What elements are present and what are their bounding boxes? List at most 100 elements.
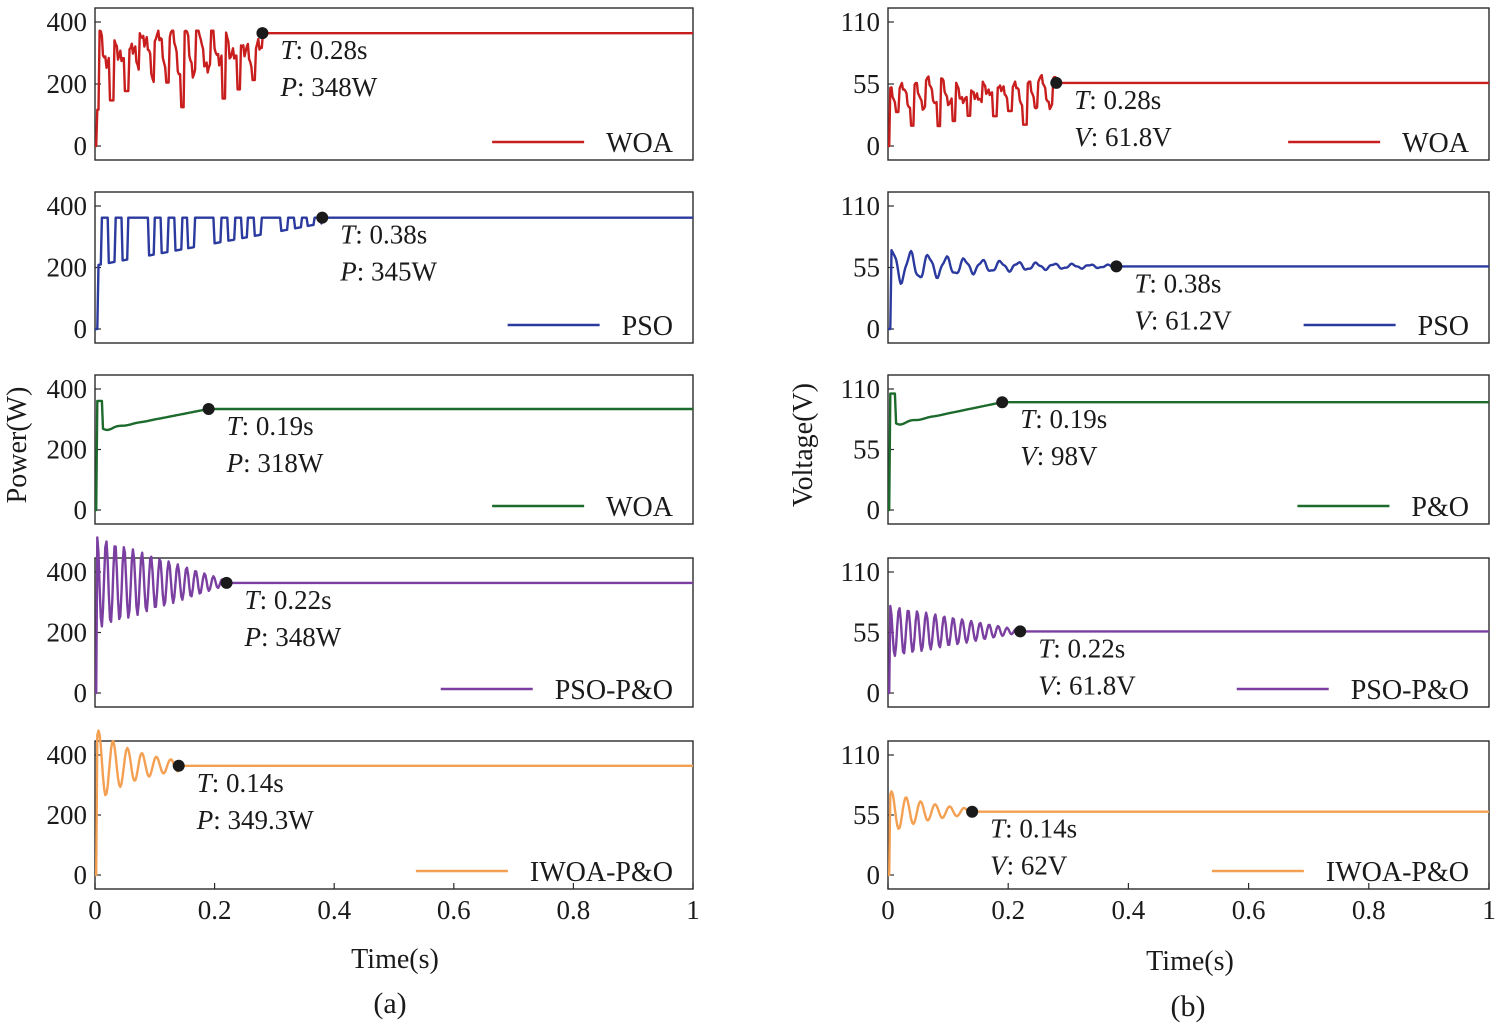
annotation-value: V: 98V xyxy=(1020,441,1098,471)
y-tick-label: 0 xyxy=(74,860,88,890)
y-tick-label: 110 xyxy=(841,374,881,404)
y-tick-label: 55 xyxy=(853,435,880,465)
y-tick-label: 0 xyxy=(867,678,881,708)
power-axis-label: Power(W) xyxy=(2,387,33,504)
caption-a: (a) xyxy=(373,987,406,1020)
legend-label: IWOA-P&O xyxy=(530,857,673,888)
y-tick-label: 55 xyxy=(853,800,880,830)
legend-label: WOA xyxy=(606,128,674,159)
annotation-time: T: 0.22s xyxy=(1038,633,1125,663)
y-tick-label: 0 xyxy=(74,678,88,708)
y-tick-label: 55 xyxy=(853,69,880,99)
y-tick-label: 110 xyxy=(841,191,881,221)
y-tick-label: 400 xyxy=(47,191,88,221)
convergence-point xyxy=(220,576,233,589)
x-tick-label: 0.6 xyxy=(437,895,471,925)
annotation-value: P: 345W xyxy=(339,257,437,287)
annotation-time: T: 0.14s xyxy=(197,768,284,798)
axes-frame-b-row-2 xyxy=(887,374,1490,525)
y-tick-label: 200 xyxy=(47,800,88,830)
y-tick-label: 200 xyxy=(47,253,88,283)
convergence-point xyxy=(966,805,979,818)
caption-b: (b) xyxy=(1171,990,1206,1023)
series-line-pso-p-o xyxy=(888,604,1489,695)
series-line-p-o xyxy=(888,392,1489,512)
y-tick-label: 200 xyxy=(47,435,88,465)
subplot-a-row-1: 0 200 400 T: 0.38s P: 345W PSO xyxy=(47,191,694,344)
annotation-value: P: 318W xyxy=(226,448,324,478)
x-tick-label: 0.4 xyxy=(317,895,351,925)
y-tick-label: 110 xyxy=(841,7,881,37)
legend-label: IWOA-P&O xyxy=(1326,857,1469,888)
annotation-value: V: 61.8V xyxy=(1038,670,1136,700)
legend-label: PSO-P&O xyxy=(1351,675,1469,706)
y-tick-label: 400 xyxy=(47,740,88,770)
y-tick-label: 110 xyxy=(841,557,881,587)
y-tick-label: 0 xyxy=(74,314,88,344)
series-line-pso xyxy=(888,249,1489,331)
legend-label: WOA xyxy=(1402,128,1470,159)
convergence-point xyxy=(316,211,329,224)
convergence-point xyxy=(1014,625,1027,638)
y-tick-label: 400 xyxy=(47,557,88,587)
legend-label: WOA xyxy=(606,492,674,523)
time-axis-label-left: Time(s) xyxy=(351,944,439,975)
y-tick-label: 0 xyxy=(867,860,881,890)
annotation-value: V: 61.2V xyxy=(1134,305,1232,335)
subplot-b-row-3: 0 55 110 T: 0.22s V: 61.8V PSO-P&O xyxy=(841,557,1490,708)
subplot-a-row-3: 0 200 400 T: 0.22s P: 348W PSO-P&O xyxy=(47,536,694,708)
x-tick-label: 0.4 xyxy=(1112,895,1146,925)
series-line-woa xyxy=(95,29,694,148)
x-tick-label: 0.8 xyxy=(557,895,591,925)
y-tick-label: 0 xyxy=(74,495,88,525)
x-tick-label: 1 xyxy=(686,895,700,925)
annotation-value: P: 349.3W xyxy=(196,805,315,835)
legend-label: PSO xyxy=(1418,311,1469,342)
convergence-point xyxy=(996,396,1009,409)
subplot-b-row-2: 0 55 110 T: 0.19s V: 98V P&O xyxy=(841,374,1490,525)
y-tick-label: 0 xyxy=(867,131,881,161)
annotation-time: T: 0.19s xyxy=(1020,404,1107,434)
series-line-iwoa-p-o xyxy=(95,729,694,877)
x-tick-label: 0 xyxy=(88,895,102,925)
subplot-a-row-2: 0 200 400 T: 0.19s P: 318W WOA xyxy=(47,374,694,525)
x-tick-label: 1 xyxy=(1482,895,1496,925)
subplot-a-row-4: 0 200 400 T: 0.14s P: 349.3W IWOA-P&O 0 0.2 0.4 0… xyxy=(47,729,700,925)
subplot-a-row-0: 0 200 400 T: 0.28s P: 348W WOA xyxy=(47,7,694,161)
x-tick-label: 0.2 xyxy=(198,895,232,925)
subplot-b-row-0: 0 55 110 T: 0.28s V: 61.8V WOA xyxy=(841,7,1490,161)
legend-label: PSO-P&O xyxy=(555,675,673,706)
x-tick-label: 0.8 xyxy=(1352,895,1386,925)
axes-frame-a-row-2 xyxy=(94,374,694,525)
annotation-time: T: 0.28s xyxy=(280,35,367,65)
subplot-b-row-1: 0 55 110 T: 0.38s V: 61.2V PSO xyxy=(841,191,1490,344)
annotation-time: T: 0.38s xyxy=(340,220,427,250)
annotation-time: T: 0.28s xyxy=(1074,85,1161,115)
x-tick-label: 0.2 xyxy=(991,895,1025,925)
y-tick-label: 400 xyxy=(47,374,88,404)
time-axis-label-right: Time(s) xyxy=(1146,946,1234,977)
x-tick-label: 0.6 xyxy=(1232,895,1266,925)
annotation-time: T: 0.19s xyxy=(227,411,314,441)
annotation-time: T: 0.22s xyxy=(245,585,332,615)
series-line-pso xyxy=(95,216,694,331)
y-tick-label: 0 xyxy=(74,131,88,161)
y-tick-label: 200 xyxy=(47,618,88,648)
series-line-iwoa-p-o xyxy=(888,790,1489,877)
convergence-point xyxy=(1050,76,1063,89)
legend-label: P&O xyxy=(1411,492,1469,523)
y-tick-label: 55 xyxy=(853,253,880,283)
voltage-axis-label: Voltage(V) xyxy=(788,383,819,507)
convergence-point xyxy=(172,759,185,772)
annotation-value: V: 61.8V xyxy=(1074,122,1172,152)
legend-label: PSO xyxy=(622,311,673,342)
y-tick-label: 400 xyxy=(47,7,88,37)
convergence-point xyxy=(256,27,269,40)
y-tick-label: 200 xyxy=(47,69,88,99)
subplot-b-row-4: 0 55 110 T: 0.14s V: 62V IWOA-P&O 0 0.2 0.4 0.6 0.… xyxy=(841,740,1496,925)
series-line-woa xyxy=(95,399,694,512)
convergence-point xyxy=(202,402,215,415)
y-tick-label: 110 xyxy=(841,740,881,770)
annotation-value: V: 62V xyxy=(990,851,1068,881)
